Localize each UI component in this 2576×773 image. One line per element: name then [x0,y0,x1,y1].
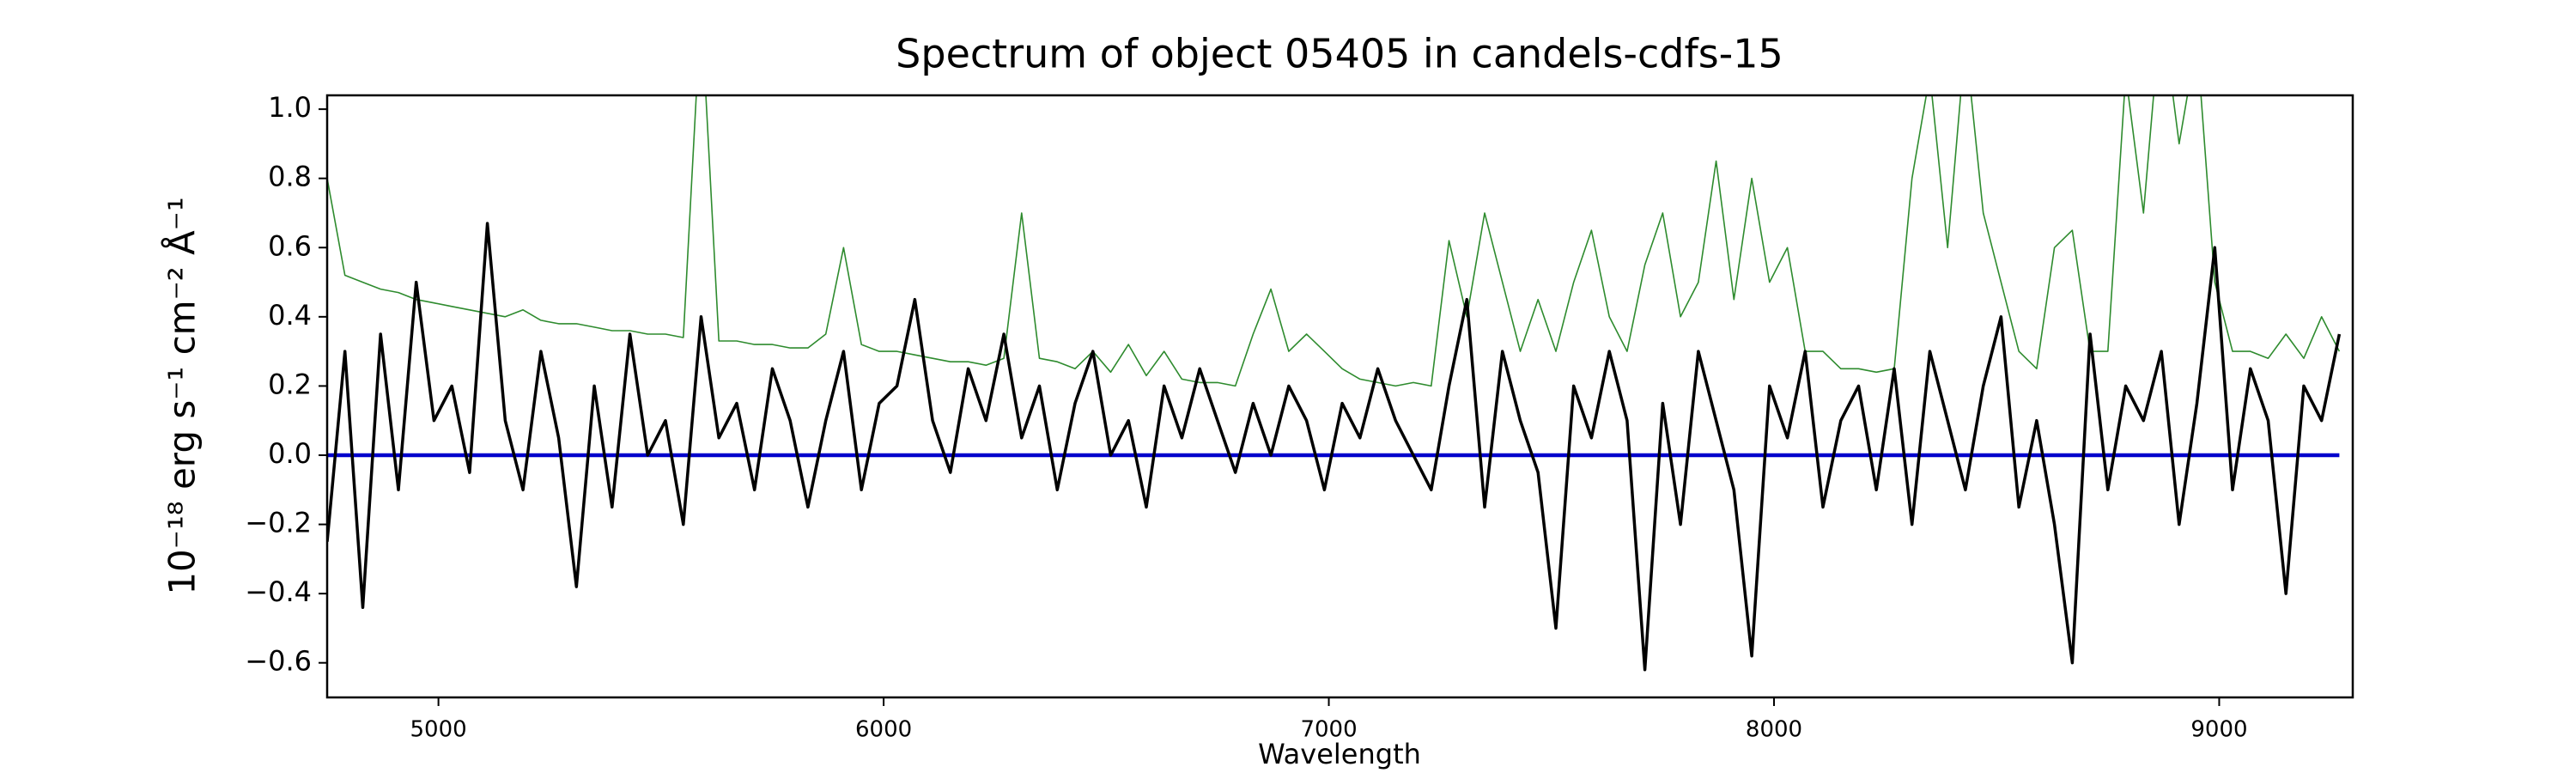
x-axis-label: Wavelength [1258,738,1421,770]
y-tick-label: 0.8 [268,161,312,193]
y-tick-label: −0.2 [245,507,312,539]
spectrum-line [327,95,2341,387]
spectrum-line [327,222,2342,672]
x-tick-label: 6000 [855,717,912,743]
y-tick-label: −0.4 [245,575,312,608]
x-tick-label: 5000 [410,717,467,743]
y-tick-label: 0.4 [268,299,312,332]
y-tick-label: 1.0 [268,91,312,124]
x-tick-label: 7000 [1300,717,1357,743]
y-tick-label: 0.6 [268,229,312,262]
x-tick-label: 8000 [1746,717,1802,743]
y-tick-label: 0.0 [268,437,312,470]
x-tick-label: 9000 [2190,717,2247,743]
y-axis-label: 10⁻¹⁸ erg s⁻¹ cm⁻² Å⁻¹ [161,197,204,594]
plot-lines [327,95,2342,672]
y-tick-label: 0.2 [268,368,312,400]
chart-title: Spectrum of object 05405 in candels-cdfs… [896,31,1783,77]
y-tick-label: −0.6 [245,645,312,678]
plot-frame [325,94,2354,699]
